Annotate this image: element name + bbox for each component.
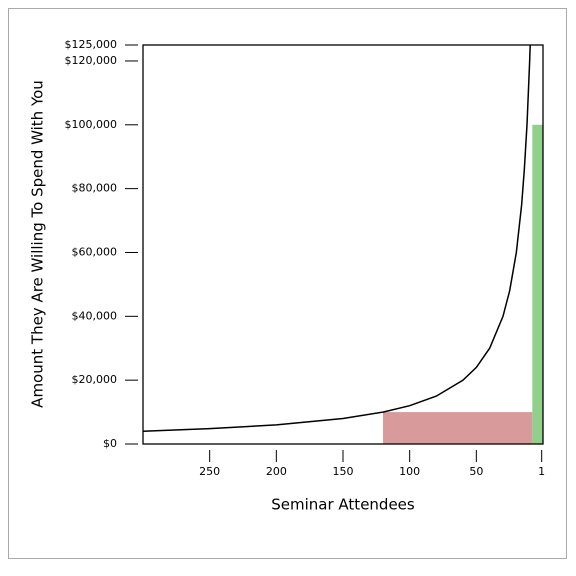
region-bar — [532, 124, 543, 445]
y-tick-label: $40,000 — [72, 309, 118, 322]
y-tick-label: $20,000 — [72, 373, 118, 386]
region-bar — [383, 412, 533, 444]
curve — [142, 44, 531, 432]
x-tick-label: 250 — [199, 465, 220, 478]
y-tick-label: $0 — [103, 437, 117, 450]
y-tick-label: $80,000 — [72, 182, 118, 195]
outer-frame — [8, 8, 567, 559]
x-axis-label: Seminar Attendees — [271, 496, 415, 514]
y-tick-label: $60,000 — [72, 245, 118, 258]
y-axis-label: Amount They Are Willing To Spend With Yo… — [29, 80, 47, 408]
x-tick-label: 50 — [469, 465, 483, 478]
y-tick-label: $125,000 — [65, 38, 118, 51]
x-tick-label: 100 — [399, 465, 420, 478]
x-tick-label: 1 — [538, 465, 545, 478]
x-tick-label: 200 — [266, 465, 287, 478]
x-tick-label: 150 — [333, 465, 354, 478]
plot-frame — [142, 44, 544, 445]
y-tick-label: $100,000 — [65, 118, 118, 131]
y-tick-label: $120,000 — [65, 54, 118, 67]
